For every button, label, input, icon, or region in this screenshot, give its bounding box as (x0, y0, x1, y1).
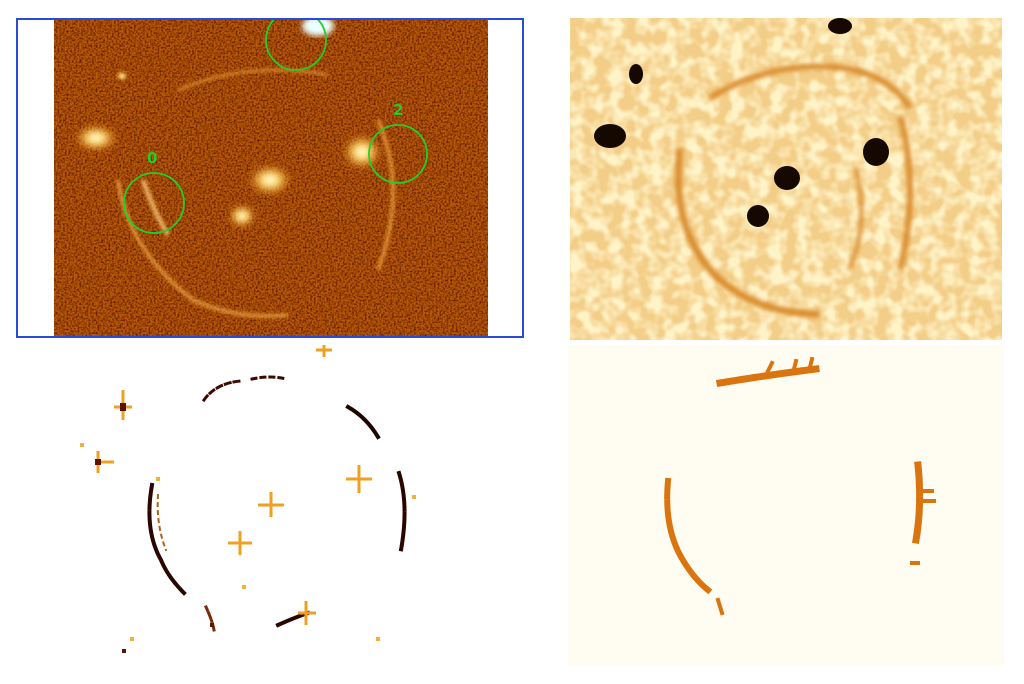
marker-label: 0 (147, 149, 157, 167)
smoothed-image (570, 18, 1002, 340)
marker-circle (123, 172, 185, 234)
ring-structure (674, 63, 913, 318)
marker-label: 2 (393, 101, 403, 119)
dark-spots (594, 18, 889, 227)
galaxy-blob (228, 204, 256, 228)
cross-mark (258, 492, 284, 517)
image-area (54, 20, 488, 336)
smoothed-image-panel (570, 18, 1002, 340)
arc-mask-panel (568, 345, 1004, 665)
cross-mark (346, 465, 372, 493)
cross-mark (298, 601, 316, 625)
mask-segments (664, 356, 936, 616)
galaxy-blob (342, 134, 382, 170)
galaxy-blob (116, 71, 128, 81)
arc-segments (147, 375, 407, 632)
marker-circle (265, 20, 327, 71)
galaxy-blob (302, 20, 334, 36)
marker-circle (368, 124, 428, 184)
marker-1[interactable] (265, 20, 327, 71)
detected-arcs-panel (16, 345, 556, 670)
marker-2[interactable]: 2 (368, 101, 428, 184)
galaxy-blob (248, 164, 292, 196)
observed-image: 0 2 (18, 20, 522, 336)
arc-mask (568, 345, 1004, 665)
observed-image-panel: 0 2 (16, 18, 524, 338)
marker-0[interactable]: 0 (123, 149, 185, 234)
dark-cross-cores (95, 403, 126, 465)
galaxy-blob (74, 124, 118, 152)
detected-arcs (16, 345, 556, 670)
cross-mark (228, 531, 252, 555)
cross-mark (316, 345, 332, 357)
scatter-pixels (80, 443, 416, 641)
